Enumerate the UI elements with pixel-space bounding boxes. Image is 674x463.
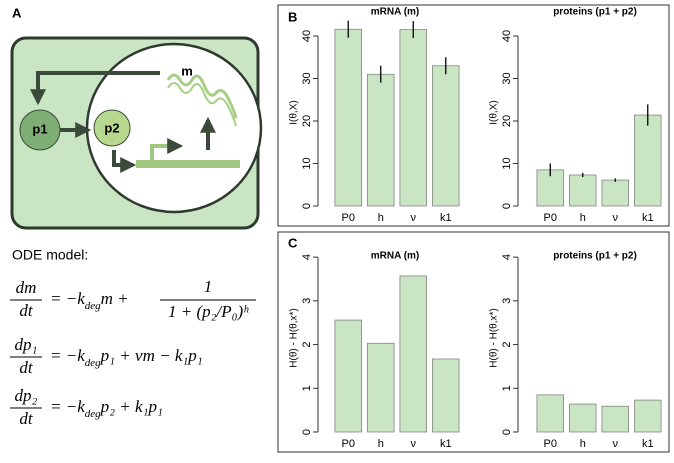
- panel-label: A: [12, 5, 22, 20]
- y-tick-label: 0: [501, 429, 513, 435]
- bar: [334, 28, 362, 207]
- x-tick-label: ν: [411, 438, 417, 450]
- eq-den: dt: [19, 301, 34, 320]
- frac-den: 1 + (p₂/P₀)ʰ: [168, 302, 249, 321]
- node-label: m: [181, 63, 193, 78]
- bar: [634, 399, 662, 433]
- y-tick-label: 0: [301, 203, 313, 209]
- x-tick-label: k1: [642, 212, 654, 224]
- bar: [399, 29, 427, 207]
- y-tick-label: 3: [501, 298, 513, 304]
- chart-title: proteins (p1 + p2): [553, 251, 637, 262]
- gene: [136, 160, 240, 168]
- y-tick-label: 2: [301, 341, 313, 347]
- eq-num: dm: [16, 278, 37, 297]
- panel-label: B: [288, 9, 297, 24]
- panel-label: C: [288, 235, 298, 250]
- eq-part: m +: [101, 289, 129, 308]
- eq-part: p₁ + νm − k₁p₁: [100, 346, 203, 365]
- x-tick-label: ν: [411, 212, 417, 224]
- y-axis-label: I(θ,X): [489, 100, 500, 124]
- subscript: deg: [85, 408, 101, 420]
- node-p1: [19, 109, 61, 151]
- node-label: p1: [32, 121, 47, 136]
- x-tick-label: h: [378, 212, 384, 224]
- x-tick-label: k1: [440, 438, 452, 450]
- subscript: deg: [85, 357, 101, 369]
- node-label: p2: [104, 120, 119, 135]
- x-tick-label: k1: [440, 212, 452, 224]
- y-tick-label: 4: [501, 254, 513, 260]
- eq-part: = −k: [50, 346, 85, 365]
- bar: [432, 358, 460, 433]
- y-tick-label: 10: [501, 157, 513, 169]
- eq-rhs: = −kdegm +: [50, 289, 129, 312]
- bar: [634, 114, 662, 207]
- eq-num: dp₂: [15, 386, 38, 405]
- y-tick-label: 4: [301, 254, 313, 260]
- panel-frame: [277, 4, 670, 227]
- y-tick-label: 1: [301, 385, 313, 391]
- eq-part: p₂ + k₁p₁: [100, 397, 163, 416]
- node-p2: [93, 109, 131, 147]
- y-tick-label: 0: [501, 203, 513, 209]
- arrow: [30, 71, 160, 106]
- y-tick-label: 40: [501, 30, 513, 42]
- bar: [367, 342, 395, 433]
- bar: [569, 174, 597, 207]
- eq-den: dt: [19, 358, 34, 377]
- eq-part: = −k: [50, 289, 85, 308]
- y-tick-label: 40: [301, 30, 313, 42]
- bar: [601, 179, 629, 207]
- bar: [399, 275, 427, 433]
- bar: [601, 405, 629, 433]
- x-tick-label: P0: [544, 212, 557, 224]
- eq-rhs: = −kdegp₂ + k₁p₁: [50, 397, 163, 420]
- subscript: deg: [85, 300, 101, 312]
- bar: [536, 394, 564, 433]
- y-tick-label: 2: [501, 341, 513, 347]
- panel-frame: [277, 231, 670, 453]
- y-tick-label: 1: [501, 385, 513, 391]
- y-axis-label: H(θ) - H(θ,x*): [489, 308, 500, 367]
- x-tick-label: P0: [342, 438, 355, 450]
- chart-title: mRNA (m): [371, 251, 420, 262]
- bar: [569, 403, 597, 433]
- eq-part: = −k: [50, 397, 85, 416]
- y-tick-label: 0: [301, 429, 313, 435]
- x-tick-label: k1: [642, 438, 654, 450]
- bar: [334, 319, 362, 433]
- bar: [432, 65, 460, 207]
- x-tick-label: ν: [613, 438, 619, 450]
- x-tick-label: ν: [613, 212, 619, 224]
- x-tick-label: P0: [342, 212, 355, 224]
- x-tick-label: h: [580, 212, 586, 224]
- y-axis-label: H(θ) - H(θ,x*): [289, 308, 300, 367]
- mrna-wave: [166, 73, 238, 119]
- chart-title: mRNA (m): [371, 7, 420, 18]
- x-tick-label: h: [580, 438, 586, 450]
- bar: [367, 73, 395, 207]
- chart-title: proteins (p1 + p2): [553, 7, 637, 18]
- eq-num: dp₁: [15, 335, 38, 354]
- arrow: [112, 150, 137, 173]
- promoter: [150, 138, 184, 160]
- x-tick-label: h: [378, 438, 384, 450]
- y-tick-label: 3: [301, 298, 313, 304]
- y-tick-label: 20: [501, 115, 513, 127]
- mrna-wave: [167, 82, 237, 127]
- y-tick-label: 30: [501, 72, 513, 84]
- y-tick-label: 20: [301, 115, 313, 127]
- eq-den: dt: [19, 409, 34, 428]
- x-tick-label: P0: [544, 438, 557, 450]
- ode-title: ODE model:: [12, 247, 88, 263]
- eq-rhs: = −kdegp₁ + νm − k₁p₁: [50, 346, 203, 369]
- y-tick-label: 10: [301, 157, 313, 169]
- y-tick-label: 30: [301, 72, 313, 84]
- y-axis-label: I(θ,X): [289, 100, 300, 124]
- frac-num: 1: [204, 277, 213, 296]
